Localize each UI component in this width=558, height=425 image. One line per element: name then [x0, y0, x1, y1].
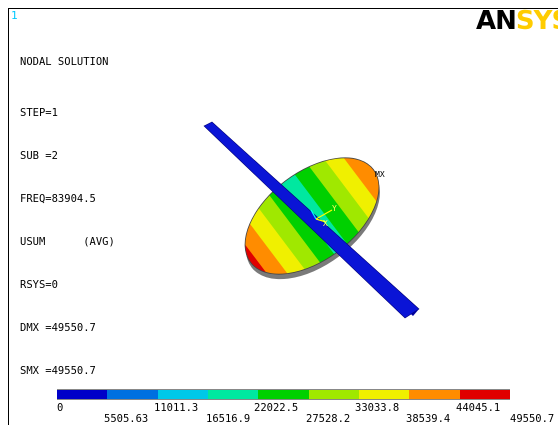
legend-top-label: 44045.1	[456, 402, 501, 414]
info-dmx: DMX =49550.7	[20, 321, 96, 334]
legend-swatch	[308, 390, 360, 399]
legend-bottom-label: 38539.4	[406, 413, 451, 425]
legend-top-label: 0	[57, 402, 64, 414]
solution-info: NODAL SOLUTION STEP=1 SUB =2 FREQ=83904.…	[20, 26, 115, 392]
beam	[203, 121, 420, 319]
legend-bottom-label: 27528.2	[306, 413, 351, 425]
contour-band	[248, 183, 334, 290]
info-freq: FREQ=83904.5	[20, 193, 96, 206]
legend-bottom-label: 16516.9	[206, 413, 251, 425]
contour-band	[287, 154, 373, 261]
legend-top-label: 22022.5	[254, 402, 299, 414]
ansys-logo: ANSYS	[476, 6, 558, 36]
legend-swatch	[359, 390, 410, 399]
legend-swatch	[459, 390, 511, 399]
info-sub: SUB =2	[20, 150, 58, 163]
legend-bottom-label: 5505.63	[104, 413, 149, 425]
legend-swatch	[57, 390, 108, 399]
contour-band	[300, 144, 387, 251]
info-step: STEP=1	[20, 107, 58, 120]
legend-top-label: 33033.8	[355, 402, 400, 414]
max-marker: MX	[375, 170, 385, 179]
axis-line-2	[310, 209, 317, 220]
window-number: 1	[11, 9, 18, 22]
legend-swatch	[157, 390, 209, 399]
legend-swatch	[107, 390, 159, 399]
legend-swatch	[409, 390, 461, 399]
legend-swatch	[208, 390, 259, 399]
axis-x-label: X	[323, 219, 328, 228]
graphics-frame	[8, 8, 558, 425]
legend-top-label: 11011.3	[154, 402, 199, 414]
axis-line-1	[315, 209, 333, 220]
legend-bottom-label: 49550.7	[510, 413, 555, 425]
info-rsys: RSYS=0	[20, 279, 58, 292]
legend-swatch	[258, 390, 310, 399]
axis-line-3	[315, 218, 327, 223]
axis-y-label: Y	[332, 204, 337, 213]
info-smx: SMX =49550.7	[20, 364, 96, 377]
solution-title: NODAL SOLUTION	[20, 55, 109, 68]
info-usum: USUM (AVG)	[20, 236, 115, 249]
